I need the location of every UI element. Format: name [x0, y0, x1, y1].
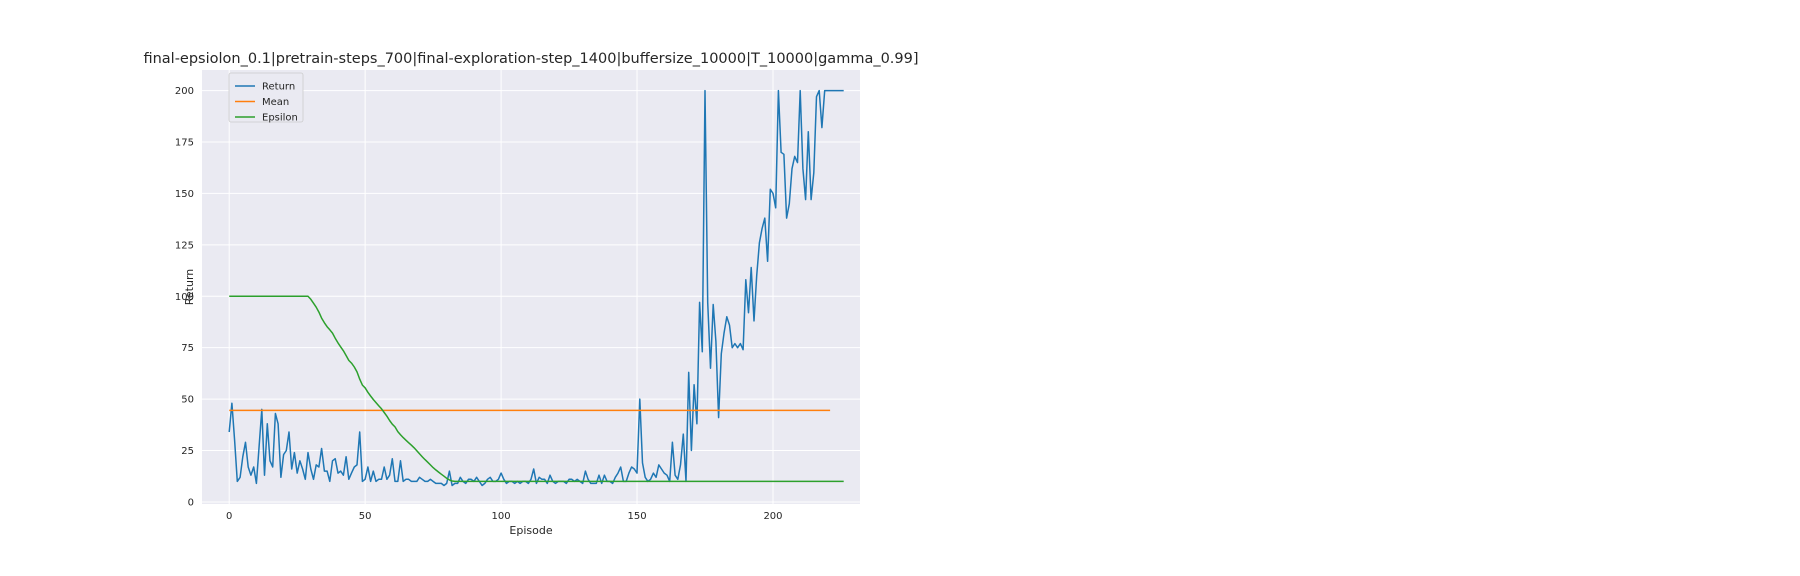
x-axis-label: Episode [509, 524, 552, 537]
y-tick-label: 125 [175, 240, 194, 251]
legend-label-epsilon: Epsilon [262, 113, 298, 124]
y-tick-label: 200 [175, 86, 194, 97]
legend-label-mean: Mean [262, 97, 289, 108]
legend-label-return: Return [262, 82, 295, 93]
chart-title: final-epsiolon_0.1|pretrain-steps_700|fi… [143, 51, 918, 67]
y-tick-label: 50 [181, 395, 194, 406]
x-tick-label: 200 [763, 511, 782, 522]
tick-labels: 0 50 100 150 200 0 25 50 75 100 125 150 175 200 [175, 86, 783, 522]
y-tick-label: 0 [188, 497, 194, 508]
grid-lines [202, 70, 860, 504]
series-line-return [228, 89, 844, 487]
x-tick-label: 100 [492, 511, 511, 522]
y-tick-label: 75 [181, 343, 194, 354]
x-tick-label: 0 [226, 511, 232, 522]
series-line-epsilon [229, 295, 844, 483]
y-tick-label: 100 [175, 292, 194, 303]
legend: Return Mean Epsilon [228, 72, 304, 124]
plot-background [202, 70, 860, 504]
series-layer [228, 89, 844, 487]
y-tick-label: 150 [175, 189, 194, 200]
y-axis-label: Return [183, 269, 196, 306]
y-tick-label: 175 [175, 137, 194, 148]
x-tick-label: 150 [627, 511, 646, 522]
x-tick-label: 50 [359, 511, 372, 522]
y-tick-label: 25 [181, 446, 194, 457]
